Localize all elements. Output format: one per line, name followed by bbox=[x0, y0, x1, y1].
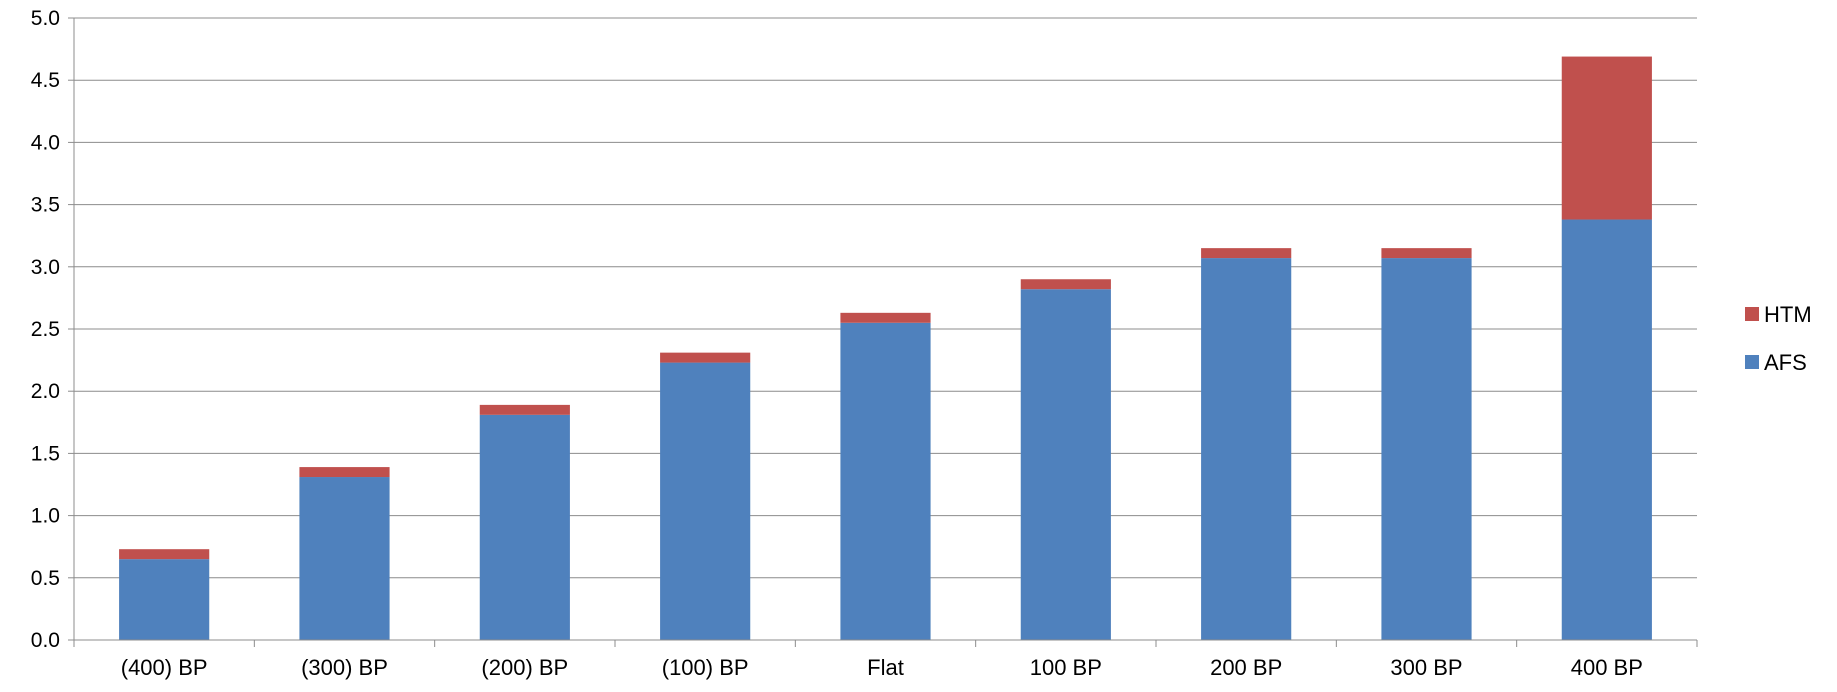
y-tick-label: 3.0 bbox=[31, 256, 60, 279]
y-tick-label: 0.5 bbox=[31, 567, 60, 590]
legend-swatch-htm bbox=[1745, 307, 1759, 321]
bar-afs-7 bbox=[1381, 258, 1472, 640]
y-tick-label: 4.5 bbox=[31, 69, 60, 92]
y-tick-label: 4.0 bbox=[31, 131, 60, 154]
bar-afs-0 bbox=[119, 559, 210, 640]
bar-htm-4 bbox=[840, 312, 931, 323]
x-tick-label: 400 BP bbox=[1571, 655, 1643, 680]
y-tick-label: 1.0 bbox=[31, 505, 60, 528]
bar-htm-7 bbox=[1381, 248, 1472, 259]
x-tick-label: Flat bbox=[867, 655, 904, 680]
bar-afs-4 bbox=[840, 322, 931, 640]
x-tick-label: 100 BP bbox=[1030, 655, 1102, 680]
legend-label-afs: AFS bbox=[1764, 350, 1807, 375]
y-tick-label: 2.0 bbox=[31, 380, 60, 403]
bar-htm-0 bbox=[119, 549, 210, 560]
bar-htm-2 bbox=[479, 404, 570, 415]
y-tick-label: 0.0 bbox=[31, 629, 60, 652]
y-tick-label: 1.5 bbox=[31, 442, 60, 465]
legend-label-htm: HTM bbox=[1764, 302, 1812, 327]
legend: HTM AFS bbox=[1745, 302, 1812, 375]
axes: 0.0 0.5 1.0 1.5 2.0 2.5 3.0 3.5 4.0 4.5 5.0 (400) B… bbox=[31, 7, 1698, 680]
y-tick-label: 2.5 bbox=[31, 318, 60, 341]
bar-afs-2 bbox=[479, 414, 570, 640]
y-tick-label: 5.0 bbox=[31, 7, 60, 30]
legend-swatch-afs bbox=[1745, 355, 1759, 369]
y-tick-label: 3.5 bbox=[31, 194, 60, 217]
bars bbox=[119, 56, 1652, 640]
bar-afs-8 bbox=[1561, 219, 1652, 640]
x-tick-label: (200) BP bbox=[481, 655, 568, 680]
bar-afs-1 bbox=[299, 477, 390, 640]
x-tick-label: 300 BP bbox=[1390, 655, 1462, 680]
bar-afs-3 bbox=[660, 362, 751, 640]
bar-afs-6 bbox=[1201, 258, 1292, 640]
x-tick-label: (300) BP bbox=[301, 655, 388, 680]
x-tick-label: (100) BP bbox=[662, 655, 749, 680]
bar-htm-3 bbox=[660, 352, 751, 363]
bar-htm-8 bbox=[1561, 56, 1652, 220]
x-tick-label: (400) BP bbox=[121, 655, 208, 680]
bar-htm-1 bbox=[299, 467, 390, 478]
bar-htm-5 bbox=[1020, 279, 1111, 290]
bar-htm-6 bbox=[1201, 248, 1292, 259]
x-tick-label: 200 BP bbox=[1210, 655, 1282, 680]
bar-afs-5 bbox=[1020, 289, 1111, 640]
